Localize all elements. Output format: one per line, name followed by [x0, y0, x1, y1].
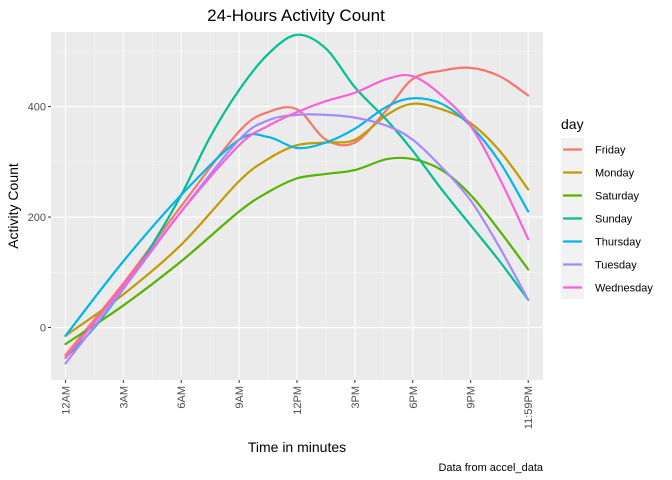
y-tick-label: 0: [40, 323, 46, 335]
x-tick-label: 9PM: [466, 386, 478, 409]
x-tick-label: 6AM: [176, 386, 188, 409]
y-axis-ticks: 0 200 400: [28, 102, 51, 335]
y-axis-title: Activity Count: [5, 163, 21, 249]
series-line-wednesday: [64, 73, 530, 359]
y-tick-label: 200: [28, 212, 46, 224]
legend-label-thursday: Thursday: [595, 237, 641, 249]
x-tick-label: 11:59PM: [523, 386, 535, 429]
x-tick-label: 6PM: [408, 386, 420, 409]
chart-title: 24-Hours Activity Count: [207, 6, 385, 25]
legend-label-saturday: Saturday: [595, 191, 640, 203]
legend-label-monday: Monday: [595, 168, 635, 180]
legend-label-tuesday: Tuesday: [595, 260, 637, 272]
series-line-saturday: [64, 156, 530, 346]
x-tick-label: 3AM: [118, 386, 130, 409]
x-tick-label: 3PM: [350, 386, 362, 409]
legend-title: day: [561, 116, 584, 132]
x-axis-ticks: 12AM 3AM 6AM 9AM 12PM 3PM 6PM 9PM 11:59PM: [60, 380, 535, 429]
legend-label-wednesday: Wednesday: [595, 283, 653, 295]
x-tick-label: 9AM: [234, 386, 246, 409]
caption: Data from accel_data: [438, 462, 543, 474]
y-tick-label: 400: [28, 102, 46, 114]
series-line-thursday: [64, 97, 530, 337]
series-lines: [64, 33, 530, 365]
legend-label-sunday: Sunday: [595, 214, 633, 226]
x-tick-label: 12AM: [60, 386, 72, 415]
x-tick-label: 12PM: [292, 386, 304, 415]
x-axis-title: Time in minutes: [248, 439, 346, 455]
legend-label-friday: Friday: [595, 145, 626, 157]
legend: Friday Monday Saturday Sunday Thursday Tuesda…: [561, 138, 653, 299]
